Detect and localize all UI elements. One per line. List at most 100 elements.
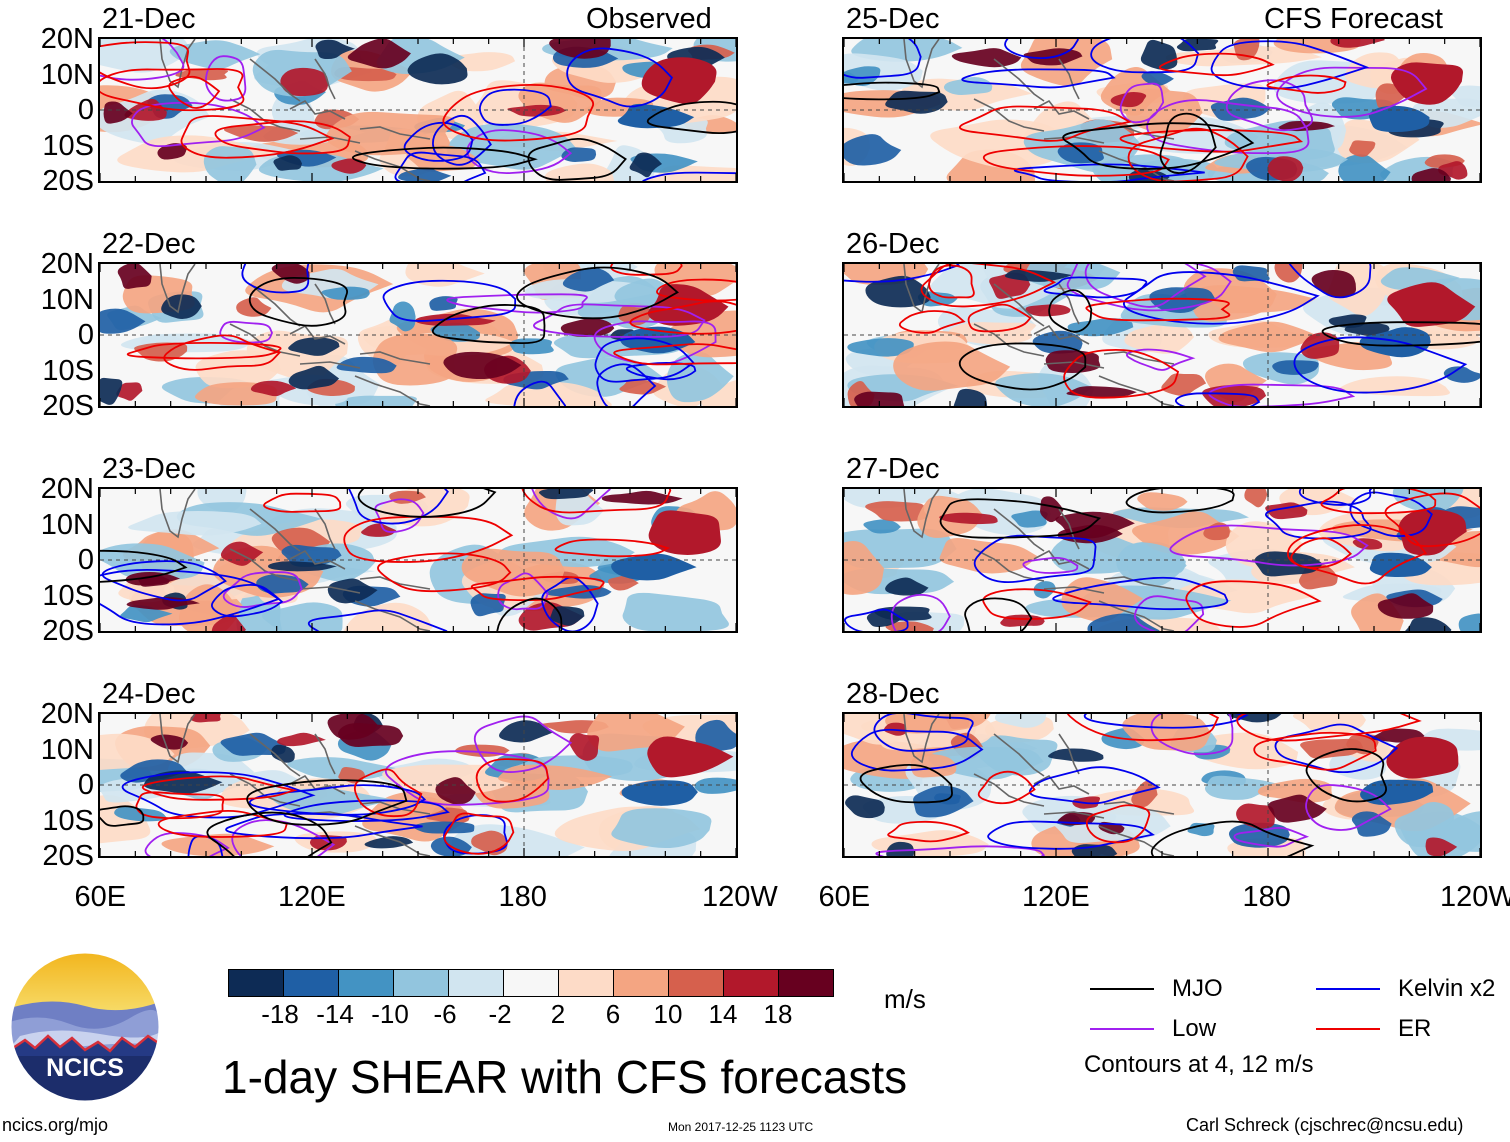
shading-blob (347, 39, 411, 69)
contour-mjo (206, 811, 333, 856)
coastline (314, 58, 336, 100)
contour-kelvin (394, 151, 487, 181)
coastline (903, 489, 940, 539)
colorbar-swatch (613, 969, 669, 997)
shading-blob (429, 296, 458, 311)
contour-mjo (516, 266, 679, 320)
shading-blob (100, 308, 146, 334)
lon-tick-label: 60E (74, 881, 127, 913)
coastline (993, 733, 1045, 777)
legend-label: Kelvin x2 (1398, 975, 1496, 1002)
shading-blob (364, 836, 414, 849)
coastline (159, 714, 196, 764)
coastline (1058, 508, 1080, 550)
shading-blob (128, 511, 262, 536)
contour-er (656, 278, 736, 302)
contour-er (100, 68, 245, 112)
contour-kelvin (642, 171, 736, 181)
shading-blob (1132, 511, 1240, 555)
lat-tick-label: 20S (42, 165, 94, 197)
contour-kelvin (403, 121, 474, 162)
shading-blob (1292, 714, 1366, 735)
colorbar-tick-label: -2 (488, 999, 512, 1029)
coastline (249, 283, 301, 327)
lat-tick-label: 10N (40, 508, 94, 541)
shading-blob (885, 90, 948, 114)
coastline (359, 351, 431, 365)
contour-low (1119, 82, 1165, 124)
shading-blob (509, 338, 554, 355)
shading-blob (361, 523, 397, 537)
colorbar-tick-label: 10 (653, 999, 683, 1029)
lat-tick-label: 20N (40, 473, 94, 505)
shading-blob (1267, 156, 1304, 181)
contour-low (385, 750, 550, 806)
shading-blob (120, 605, 173, 623)
shading-blob (100, 39, 191, 73)
contour-kelvin (844, 39, 922, 79)
colorbar-swatch (393, 969, 449, 997)
contour-er (1236, 714, 1422, 742)
shear-heatmap (844, 264, 1480, 406)
contour-er (470, 575, 605, 602)
legend-swatch (1316, 1028, 1380, 1030)
shading-blob (951, 48, 1022, 68)
contour-kelvin (1052, 576, 1229, 611)
map-panel-25-dec (842, 37, 1482, 183)
shading-blob (288, 337, 340, 356)
shading-blob (1351, 811, 1392, 837)
colorbar-swatch (668, 969, 724, 997)
colorbar-swatch (778, 969, 834, 997)
panel-date-label: 26-Dec (846, 228, 940, 260)
colorbar-tick-label: 6 (605, 999, 621, 1029)
colorbar-tick-label: 18 (763, 999, 793, 1029)
shading-blob (844, 134, 902, 166)
contour-low (1134, 595, 1205, 631)
observed-title: Observed (586, 3, 712, 35)
contour-low (1146, 99, 1310, 155)
contour-er (1384, 492, 1480, 548)
contour-mjo (100, 805, 145, 827)
shear-heatmap (844, 489, 1480, 631)
shading-blob (1131, 780, 1158, 808)
shading-blob (1048, 748, 1104, 762)
contour-mjo (859, 763, 953, 804)
panel-date-label: 23-Dec (102, 453, 196, 485)
panel-date-label: 24-Dec (102, 678, 196, 710)
contour-mjo (351, 146, 538, 170)
contour-kelvin (625, 362, 697, 381)
contour-mjo (1305, 748, 1387, 803)
shading-blob (203, 146, 257, 181)
shading-blob (338, 723, 404, 748)
shading-blob (236, 297, 272, 317)
contour-mjo (527, 137, 627, 181)
contour-er (967, 303, 1032, 333)
shading-blob (1300, 738, 1364, 759)
coastline (289, 99, 346, 120)
lat-tick-label: 10S (42, 579, 94, 612)
shading-blob (885, 577, 929, 596)
contour-kelvin (225, 812, 423, 840)
footer-url[interactable]: ncics.org/mjo (2, 1115, 109, 1135)
coastline (973, 98, 1045, 132)
contour-er (982, 145, 1170, 177)
shading-blob (315, 39, 355, 60)
contour-kelvin (1265, 500, 1372, 540)
contour-er (1063, 348, 1180, 399)
contour-er (1287, 524, 1428, 585)
contour-er (928, 264, 975, 299)
shading-blob (117, 264, 152, 289)
contour-mjo (958, 342, 1087, 391)
shading-blob (549, 39, 611, 59)
coastline (314, 733, 336, 775)
lon-tick-label: 180 (498, 881, 547, 913)
coastline (354, 375, 431, 406)
lat-tick-label: 20N (40, 248, 94, 280)
lat-tick-label: 20S (42, 840, 94, 872)
shading-blob (562, 267, 615, 292)
contour-mjo (939, 498, 1102, 539)
colorbar-swatch (723, 969, 779, 997)
shading-blob (930, 119, 1071, 168)
coastline (1103, 351, 1175, 365)
contour-low (531, 489, 611, 520)
